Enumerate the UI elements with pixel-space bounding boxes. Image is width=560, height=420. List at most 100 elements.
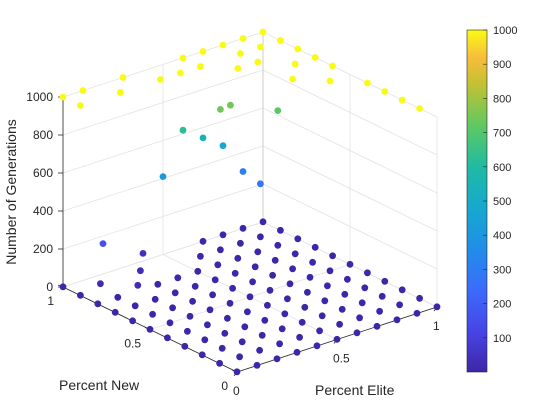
data-point <box>277 37 284 44</box>
data-point <box>277 226 284 234</box>
data-point <box>278 325 286 333</box>
data-point <box>197 252 204 260</box>
data-point <box>376 307 383 315</box>
x-tick-label: 1 <box>433 319 440 333</box>
data-point <box>274 241 282 249</box>
data-point <box>229 284 237 292</box>
data-point <box>266 286 274 294</box>
data-point <box>281 310 289 318</box>
data-point <box>293 348 301 356</box>
data-point <box>344 275 351 283</box>
data-point <box>184 327 191 335</box>
data-point <box>206 306 214 314</box>
data-point <box>398 96 406 104</box>
data-point <box>218 344 226 352</box>
data-point <box>257 180 264 188</box>
y-tick-label: 0 <box>221 379 228 393</box>
data-point <box>238 338 246 346</box>
data-point <box>358 299 366 307</box>
data-point <box>254 58 262 66</box>
data-point <box>257 43 264 51</box>
data-point <box>346 260 354 268</box>
y-tick-label: 1 <box>47 294 54 308</box>
data-point <box>79 87 87 94</box>
data-point <box>258 331 266 339</box>
data-point <box>186 312 194 320</box>
colorbar-tick-label: 500 <box>493 196 511 208</box>
data-point <box>333 335 341 343</box>
data-point <box>231 269 239 277</box>
data-point <box>181 342 189 350</box>
data-point <box>256 346 263 354</box>
data-point <box>336 320 343 328</box>
data-point <box>378 292 386 300</box>
data-point <box>217 246 224 254</box>
data-point <box>149 310 157 318</box>
x-axis-label: Percent Elite <box>315 382 395 398</box>
data-point <box>291 250 299 258</box>
z-tick-label: 600 <box>33 166 53 180</box>
data-point <box>166 319 174 327</box>
x-tick-label: 0 <box>233 384 240 398</box>
colorbar-tick-label: 400 <box>493 230 511 242</box>
data-point <box>356 314 363 322</box>
data-point <box>284 295 291 303</box>
data-point <box>396 301 403 309</box>
data-point <box>217 106 224 113</box>
data-point <box>119 74 127 81</box>
data-point <box>274 107 282 114</box>
data-point <box>416 294 423 302</box>
data-point <box>219 41 227 49</box>
data-point <box>294 45 302 53</box>
axis-lines <box>62 32 438 373</box>
data-point <box>286 280 294 288</box>
data-point <box>146 325 154 333</box>
data-point <box>329 62 336 70</box>
data-point <box>239 168 247 175</box>
colorbar-tick-label: 700 <box>493 128 511 140</box>
data-point <box>381 88 389 95</box>
data-point <box>304 288 311 296</box>
data-point <box>236 353 244 361</box>
colorbar-ticks: 100 200 300 400 500 600 700 800 900 1000 <box>483 25 517 345</box>
data-point <box>433 303 441 311</box>
data-point <box>198 351 206 359</box>
data-point <box>139 250 147 257</box>
data-point <box>197 63 204 70</box>
data-point <box>296 333 303 341</box>
data-point <box>154 280 162 288</box>
data-point <box>321 297 329 305</box>
data-point <box>199 134 207 142</box>
axis-labels: Percent Elite Percent New Number of Gene… <box>3 119 395 398</box>
data-point <box>189 297 197 305</box>
data-point <box>329 252 336 260</box>
data-point <box>59 283 67 291</box>
data-point <box>94 300 102 308</box>
data-point <box>264 301 271 309</box>
data-point <box>301 303 309 311</box>
data-point <box>259 28 267 36</box>
data-point <box>254 248 262 256</box>
colorbar: 100 200 300 400 500 600 700 800 900 1000 <box>466 25 517 373</box>
data-point <box>59 93 67 101</box>
data-point <box>306 273 314 281</box>
data-point <box>129 317 137 325</box>
z-tick-label: 400 <box>33 204 53 218</box>
data-point <box>114 293 122 301</box>
y-tick-label: 0.5 <box>124 337 141 351</box>
data-point <box>289 265 296 273</box>
data-point <box>241 323 249 331</box>
data-point <box>318 312 326 320</box>
data-point <box>311 243 319 251</box>
data-points <box>59 28 441 376</box>
data-point <box>398 286 406 294</box>
data-point <box>99 240 107 248</box>
data-point <box>257 233 264 241</box>
y-axis-label: Percent New <box>59 377 140 393</box>
data-point <box>381 277 389 285</box>
z-tick-label: 0 <box>46 280 53 294</box>
data-point <box>221 329 229 337</box>
data-point <box>364 269 371 277</box>
z-tick-label: 800 <box>33 128 53 142</box>
